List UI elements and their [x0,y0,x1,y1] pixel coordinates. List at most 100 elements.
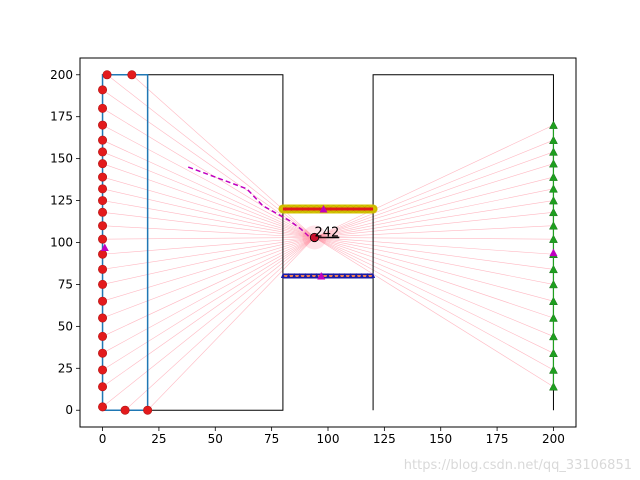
red-point [98,196,108,206]
sensor-ray [102,151,315,238]
sensor-ray [102,237,315,354]
red-point [98,264,108,274]
sensor-ray [102,237,315,408]
sensor-ray [314,237,554,387]
sensor-ray [102,237,315,255]
y-tick-label: 75 [58,277,73,291]
sensor-ray [102,89,315,238]
sensor-rays [102,74,554,411]
y-tick-label: 0 [65,403,73,417]
red-point [127,70,137,80]
navy-marker [280,273,285,279]
x-tick-label: 75 [264,432,279,446]
sensor-ray [314,237,554,302]
red-point [98,184,108,194]
path-line [187,166,311,239]
sensor-ray [314,176,554,238]
x-tick-label: 0 [99,432,107,446]
axes-frame [79,57,577,428]
red-point [102,70,112,80]
red-point [98,207,108,217]
y-tick-label: 50 [58,319,73,333]
sensor-ray [314,237,554,319]
annotation-label: 242 [314,225,339,240]
sensor-ray [314,188,554,238]
sensor-ray [314,237,554,240]
navy-marker [309,273,314,279]
sensor-ray [102,237,315,337]
sensor-ray [314,151,554,238]
sensor-ray [102,212,315,238]
x-tick-label: 200 [542,432,565,446]
navy-marker [354,273,359,279]
sensor-ray [102,163,315,238]
magenta-marker [100,243,109,252]
sensor-ray [314,237,554,354]
x-tick-label: 150 [429,432,452,446]
x-tick-label: 100 [317,432,340,446]
sensor-ray [314,124,554,238]
wall-segments [278,204,378,279]
red-point [143,405,153,415]
sensor-ray [102,108,315,238]
sensor-ray [102,225,315,238]
x-tick-label: 175 [486,432,509,446]
red-point [98,221,108,231]
magenta-marker [317,272,326,280]
navy-marker [342,273,347,279]
sensor-ray [102,124,315,238]
watermark: https://blog.csdn.net/qq_33106851 [404,458,632,473]
red-point [98,159,108,169]
x-tick-label: 50 [208,432,223,446]
red-point [98,135,108,145]
sensor-ray [314,237,554,337]
y-tick-label: 25 [58,361,73,375]
x-tick-label: 25 [151,432,166,446]
plot-frame [79,57,577,428]
sensor-ray [102,237,315,371]
y-tick-label: 150 [50,152,73,166]
sensor-ray [314,237,554,371]
y-tick-label: 175 [50,110,73,124]
sensor-ray [102,176,315,238]
current-point [309,232,320,243]
navy-marker [326,273,330,279]
sensor-ray [102,237,315,387]
sensor-ray [314,237,554,285]
red-point [98,147,108,157]
navy-marker [292,273,297,279]
red-point [120,405,130,415]
navy-marker [371,273,376,279]
red-point [98,313,108,323]
sensor-ray [102,237,315,240]
red-point [98,402,108,412]
red-point [98,234,108,244]
y-tick-label: 125 [50,194,73,208]
navy-marker [365,273,370,279]
sensor-ray [102,188,315,238]
y-tick-label: 100 [50,236,73,250]
sensor-ray [102,237,315,302]
red-point [98,279,108,289]
navy-marker [314,273,319,279]
wall-line [372,74,554,411]
sensor-ray [102,237,315,285]
red-point [98,382,108,392]
red-point [98,365,108,375]
red-point [98,120,108,130]
red-point [98,348,108,358]
navy-marker [286,273,291,279]
magenta-path [187,166,311,239]
red-point [98,103,108,113]
sensor-ray [102,237,315,319]
sensor-ray [102,139,315,238]
ticks: 0 25 50 75 100 125 150 175 200 0 25 50 75 100 125 150 17… [50,68,565,446]
navy-marker [337,273,342,279]
magenta-marker [549,248,558,257]
red-point [98,249,108,259]
sensor-ray [314,225,554,238]
x-tick-label: 125 [373,432,396,446]
red-point [98,296,108,306]
navy-marker [348,273,353,279]
